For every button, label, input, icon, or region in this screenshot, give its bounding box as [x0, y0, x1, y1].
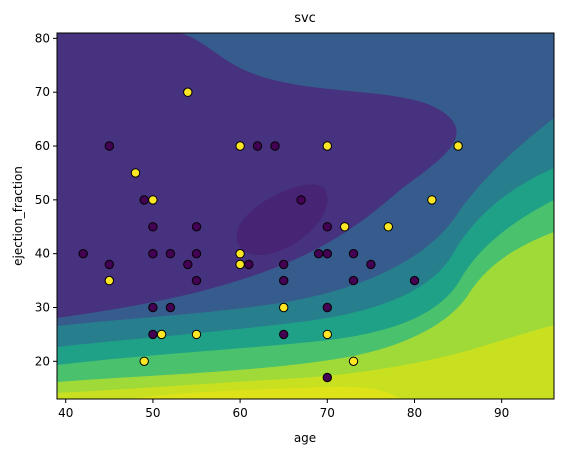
data-point-class-0: [148, 249, 158, 259]
y-tick-label: 50: [35, 193, 50, 207]
y-tick-label: 30: [35, 301, 50, 315]
data-point-class-1: [348, 356, 359, 366]
data-point-class-0: [296, 195, 306, 205]
data-point-class-0: [148, 329, 158, 340]
data-point-class-0: [252, 141, 263, 151]
data-point-class-0: [104, 259, 115, 270]
data-point-class-0: [322, 302, 332, 313]
data-point-class-1: [183, 87, 193, 97]
data-point-class-0: [139, 195, 149, 205]
data-point-class-1: [427, 195, 437, 205]
x-tick-label: 90: [494, 406, 509, 420]
data-point-class-1: [104, 275, 115, 286]
data-point-class-0: [279, 329, 289, 340]
y-tick-label: 20: [35, 354, 50, 368]
data-point-class-0: [78, 249, 88, 259]
x-tick-label: 60: [232, 406, 247, 420]
data-point-class-0: [348, 249, 359, 259]
scatter-points: [78, 87, 463, 383]
data-point-class-1: [235, 259, 245, 270]
decision-surface: [57, 33, 554, 399]
x-tick-label: 40: [58, 406, 73, 420]
data-point-class-1: [139, 356, 149, 366]
y-axis: 20 30 40 50 60 70 80: [35, 31, 57, 368]
data-point-class-0: [313, 249, 324, 259]
data-point-class-0: [148, 302, 158, 313]
data-point-class-0: [191, 249, 202, 259]
data-point-class-1: [156, 329, 167, 340]
data-point-class-0: [322, 372, 332, 383]
data-point-class-0: [148, 222, 158, 232]
chart-title: svc: [294, 11, 316, 26]
data-point-class-1: [322, 141, 332, 151]
contour-level-6: [57, 33, 457, 318]
data-point-class-0: [104, 141, 115, 151]
data-point-class-0: [279, 275, 289, 286]
data-point-class-0: [348, 275, 359, 286]
data-point-class-0: [165, 249, 176, 259]
data-point-class-1: [235, 249, 245, 259]
y-tick-label: 40: [35, 247, 50, 261]
data-point-class-1: [191, 329, 202, 340]
data-point-class-0: [409, 275, 420, 286]
data-point-class-0: [191, 222, 202, 232]
data-point-class-1: [279, 302, 289, 313]
data-point-class-1: [130, 168, 141, 178]
contour-bottom-level-2: [130, 386, 400, 399]
x-tick-label: 70: [320, 406, 335, 420]
data-point-class-0: [322, 249, 332, 259]
x-tick-label: 50: [145, 406, 160, 420]
y-axis-label: ejection_fraction: [11, 166, 25, 266]
x-axis-label: age: [294, 431, 316, 445]
y-tick-label: 60: [35, 139, 50, 153]
data-point-class-0: [183, 259, 193, 270]
data-point-class-1: [235, 141, 245, 151]
data-point-class-1: [148, 195, 158, 205]
data-point-class-0: [322, 222, 332, 232]
y-tick-label: 80: [35, 31, 50, 45]
data-point-class-1: [453, 141, 463, 151]
data-point-class-1: [322, 329, 332, 340]
x-axis: 40 50 60 70 80 90: [58, 399, 509, 420]
data-point-class-0: [244, 259, 254, 270]
data-point-class-0: [191, 275, 202, 286]
data-point-class-1: [383, 222, 393, 232]
y-tick-label: 70: [35, 85, 50, 99]
plot-frame: [56, 32, 555, 400]
data-point-class-0: [366, 259, 376, 270]
data-point-class-0: [270, 141, 280, 151]
data-point-class-1: [340, 222, 350, 232]
contour-bottom-level-1: [57, 325, 554, 399]
x-tick-label: 80: [407, 406, 422, 420]
data-point-class-0: [279, 259, 289, 270]
data-point-class-0: [165, 302, 176, 313]
